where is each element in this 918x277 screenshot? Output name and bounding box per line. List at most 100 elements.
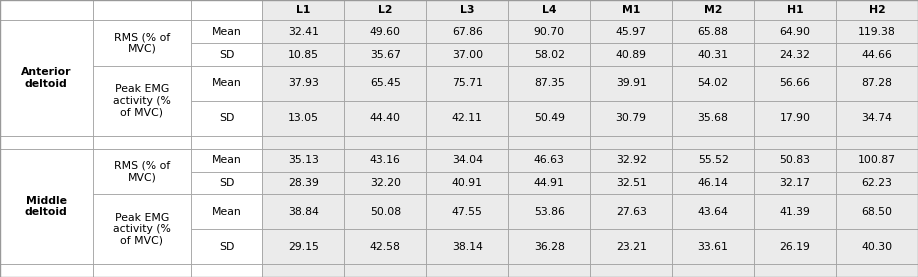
Bar bbox=[836, 148, 918, 171]
Text: 23.21: 23.21 bbox=[616, 242, 646, 252]
Text: 38.14: 38.14 bbox=[452, 242, 483, 252]
Bar bbox=[754, 0, 836, 20]
Text: 32.51: 32.51 bbox=[616, 178, 646, 188]
Bar bbox=[0, 264, 93, 277]
Bar bbox=[93, 66, 191, 136]
Bar bbox=[754, 264, 836, 277]
Text: 41.39: 41.39 bbox=[779, 207, 811, 217]
Text: 29.15: 29.15 bbox=[288, 242, 319, 252]
Bar bbox=[836, 229, 918, 264]
Text: L1: L1 bbox=[297, 5, 310, 15]
Bar bbox=[0, 148, 93, 264]
Text: 50.83: 50.83 bbox=[779, 155, 811, 165]
Bar bbox=[93, 0, 191, 20]
Bar bbox=[836, 171, 918, 194]
Text: 42.58: 42.58 bbox=[370, 242, 401, 252]
Bar bbox=[836, 264, 918, 277]
Bar bbox=[509, 20, 590, 43]
Text: 67.86: 67.86 bbox=[452, 27, 483, 37]
Text: 50.49: 50.49 bbox=[533, 113, 565, 123]
Text: RMS (% of
MVC): RMS (% of MVC) bbox=[114, 32, 170, 54]
Bar bbox=[263, 194, 344, 229]
Bar bbox=[191, 136, 263, 148]
Text: 24.32: 24.32 bbox=[779, 50, 811, 60]
Bar bbox=[263, 66, 344, 101]
Bar bbox=[191, 101, 263, 136]
Bar bbox=[344, 0, 426, 20]
Text: 46.14: 46.14 bbox=[698, 178, 729, 188]
Bar bbox=[754, 136, 836, 148]
Bar bbox=[754, 20, 836, 43]
Text: 36.28: 36.28 bbox=[534, 242, 565, 252]
Text: 64.90: 64.90 bbox=[779, 27, 811, 37]
Bar bbox=[426, 0, 509, 20]
Text: Mean: Mean bbox=[212, 27, 241, 37]
Bar bbox=[672, 101, 754, 136]
Text: 40.30: 40.30 bbox=[861, 242, 892, 252]
Text: L3: L3 bbox=[460, 5, 475, 15]
Text: 13.05: 13.05 bbox=[288, 113, 319, 123]
Text: 40.89: 40.89 bbox=[616, 50, 646, 60]
Bar bbox=[0, 0, 93, 20]
Text: 62.23: 62.23 bbox=[862, 178, 892, 188]
Text: 38.84: 38.84 bbox=[288, 207, 319, 217]
Text: 43.64: 43.64 bbox=[698, 207, 729, 217]
Text: 56.66: 56.66 bbox=[779, 78, 811, 88]
Bar bbox=[672, 20, 754, 43]
Bar bbox=[590, 171, 672, 194]
Bar bbox=[263, 0, 344, 20]
Bar bbox=[672, 66, 754, 101]
Bar bbox=[344, 194, 426, 229]
Text: 50.08: 50.08 bbox=[370, 207, 401, 217]
Bar bbox=[426, 148, 509, 171]
Bar bbox=[836, 0, 918, 20]
Text: 32.17: 32.17 bbox=[779, 178, 811, 188]
Bar bbox=[344, 20, 426, 43]
Bar bbox=[754, 148, 836, 171]
Text: 35.68: 35.68 bbox=[698, 113, 729, 123]
Bar bbox=[93, 136, 191, 148]
Text: SD: SD bbox=[219, 113, 234, 123]
Bar bbox=[672, 229, 754, 264]
Bar bbox=[509, 0, 590, 20]
Text: 87.35: 87.35 bbox=[534, 78, 565, 88]
Bar bbox=[754, 229, 836, 264]
Bar bbox=[344, 66, 426, 101]
Text: 26.19: 26.19 bbox=[779, 242, 811, 252]
Bar bbox=[836, 194, 918, 229]
Bar bbox=[93, 148, 191, 194]
Text: 39.91: 39.91 bbox=[616, 78, 646, 88]
Bar bbox=[590, 101, 672, 136]
Text: Mean: Mean bbox=[212, 207, 241, 217]
Text: M2: M2 bbox=[704, 5, 722, 15]
Bar bbox=[590, 194, 672, 229]
Bar bbox=[0, 264, 93, 277]
Text: 32.41: 32.41 bbox=[288, 27, 319, 37]
Bar bbox=[191, 20, 263, 43]
Bar bbox=[509, 43, 590, 66]
Bar bbox=[426, 194, 509, 229]
Bar bbox=[672, 264, 754, 277]
Text: 17.90: 17.90 bbox=[779, 113, 811, 123]
Bar bbox=[590, 229, 672, 264]
Bar bbox=[754, 66, 836, 101]
Text: 65.88: 65.88 bbox=[698, 27, 729, 37]
Bar bbox=[93, 264, 191, 277]
Bar bbox=[344, 229, 426, 264]
Text: 75.71: 75.71 bbox=[452, 78, 483, 88]
Text: Mean: Mean bbox=[212, 155, 241, 165]
Text: Middle
deltoid: Middle deltoid bbox=[25, 196, 68, 217]
Text: 27.63: 27.63 bbox=[616, 207, 646, 217]
Bar bbox=[426, 43, 509, 66]
Bar bbox=[590, 0, 672, 20]
Bar bbox=[191, 229, 263, 264]
Bar bbox=[590, 20, 672, 43]
Text: 87.28: 87.28 bbox=[862, 78, 892, 88]
Bar bbox=[93, 0, 191, 20]
Bar bbox=[0, 20, 93, 136]
Bar bbox=[426, 136, 509, 148]
Bar bbox=[344, 101, 426, 136]
Text: 32.92: 32.92 bbox=[616, 155, 646, 165]
Bar bbox=[509, 148, 590, 171]
Bar bbox=[754, 43, 836, 66]
